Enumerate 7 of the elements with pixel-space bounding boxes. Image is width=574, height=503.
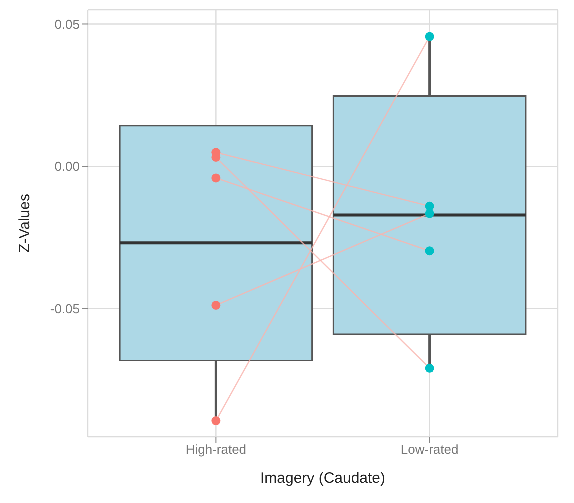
x-tick-label: Low-rated <box>400 442 459 458</box>
y-tick-label: 0.00 <box>54 159 80 174</box>
y-tick-label: -0.05 <box>50 302 80 317</box>
y-axis-title: Z-Values <box>16 194 34 253</box>
x-tick-label: High-rated <box>186 442 247 458</box>
y-tick-label: 0.05 <box>54 16 80 32</box>
x-axis-title: Imagery (Caudate) <box>260 470 386 487</box>
